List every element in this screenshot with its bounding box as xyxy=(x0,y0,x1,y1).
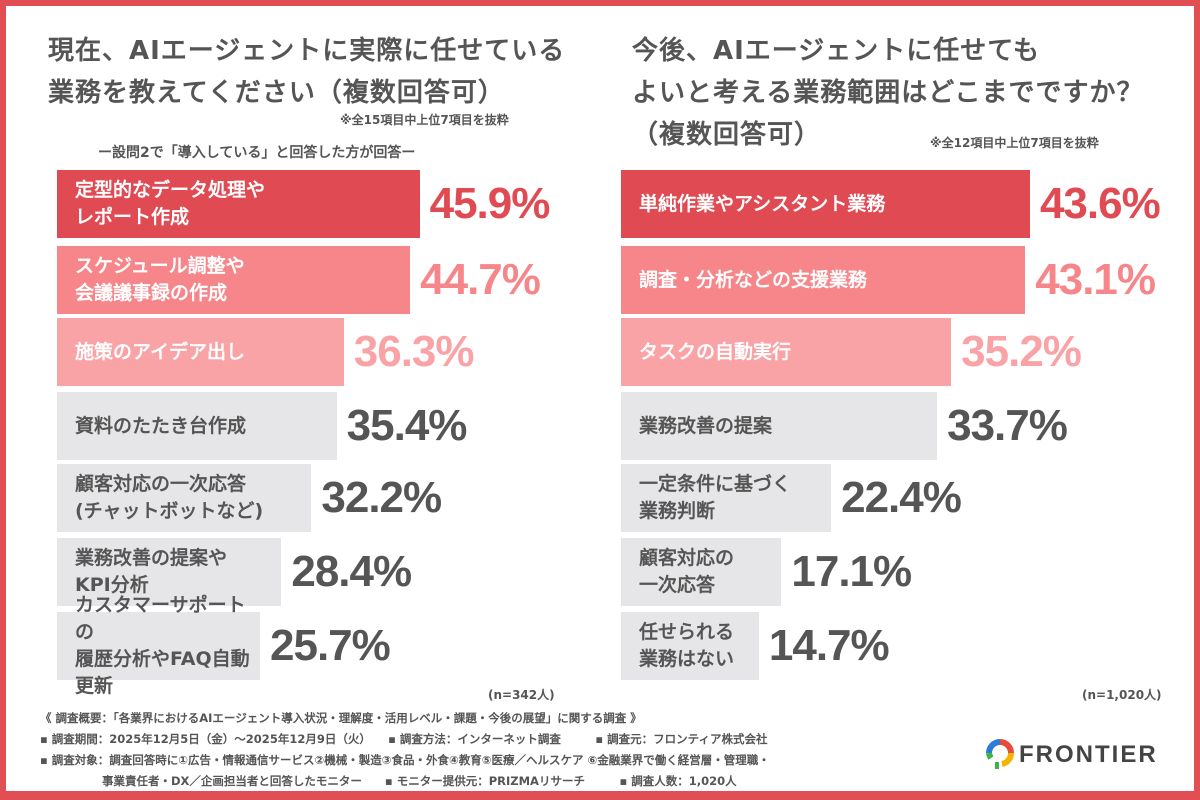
bar: 施策のアイデア出し xyxy=(57,318,344,386)
bar: スケジュール調整や 会議議事録の作成 xyxy=(57,246,411,314)
bar: 顧客対応の 一次応答 xyxy=(621,538,782,606)
left-chart-title: 現在、AIエージェントに実際に任せている 業務を教えてください（複数回答可） xyxy=(48,36,566,108)
bar: 調査・分析などの支援業務 xyxy=(621,246,1026,314)
right-chart-n: (n=1,020人) xyxy=(1082,688,1162,702)
bar: 任せられる 業務はない xyxy=(621,612,759,680)
left-chart-n: (n=342人) xyxy=(488,688,555,702)
bar: 単純作業やアシスタント業務 xyxy=(621,170,1030,238)
frontier-logo-mark-icon xyxy=(986,739,1014,769)
data-label: 22.4% xyxy=(841,473,962,522)
bar: 業務改善の提案 xyxy=(621,392,938,460)
data-label: 25.7% xyxy=(270,621,391,670)
data-label: 32.2% xyxy=(321,473,442,522)
data-label: 43.1% xyxy=(1035,255,1156,304)
footer-period: ▪ 調査期間：2025年12月5日（金）～2025年12月9日（火） ▪ 調査方… xyxy=(40,732,768,746)
bar: 一定条件に基づく 業務判断 xyxy=(621,464,832,532)
footer-summary: 《 調査概要：「各業界におけるAIエージェント導入状況・理解度・活用レベル・課題… xyxy=(40,711,642,725)
data-label: 43.6% xyxy=(1039,179,1161,228)
left-chart-note: ※全15項目中上位7項目を抜粋 xyxy=(340,113,509,127)
left-chart-subtitle: ー設問2で「導入している」と回答した方が回答ー xyxy=(98,145,416,161)
bar: タスクの自動実行 xyxy=(621,318,952,386)
bar: 定型的なデータ処理や レポート作成 xyxy=(57,170,420,238)
data-label: 17.1% xyxy=(791,547,912,596)
bar: 顧客対応の一次応答 (チャットボットなど) xyxy=(57,464,312,532)
footer-target: ▪ 調査対象：調査回答時に①広告・情報通信サービス②機械・製造③食品・外食④教育… xyxy=(40,753,770,767)
footer-target-cont: 事業責任者・DX／企画担当者と回答したモニター ▪ モニター提供元：PRIZMA… xyxy=(102,774,737,788)
data-label: 33.7% xyxy=(947,401,1068,450)
right-chart-title: 今後、AIエージェントに任せても よいと考える業務範囲はどこまでですか？ （複数… xyxy=(632,36,1144,150)
data-label: 44.7% xyxy=(420,255,541,304)
right-chart-note: ※全12項目中上位7項目を抜粋 xyxy=(930,136,1099,150)
data-label: 14.7% xyxy=(768,621,890,670)
data-label: 36.3% xyxy=(353,327,475,376)
data-label: 35.2% xyxy=(961,327,1082,376)
frontier-logo: FRONTIER xyxy=(985,738,1158,772)
data-label: 35.4% xyxy=(346,401,468,450)
data-label: 28.4% xyxy=(291,547,412,596)
bar: 業務改善の提案や KPI分析 xyxy=(57,538,282,606)
logo-text: FRONTIER xyxy=(1019,741,1158,768)
data-label: 45.9% xyxy=(429,179,551,228)
bar: カスタマーサポートの 履歴分析やFAQ自動更新 xyxy=(57,594,261,697)
bar: 資料のたたき台作成 xyxy=(57,392,337,460)
